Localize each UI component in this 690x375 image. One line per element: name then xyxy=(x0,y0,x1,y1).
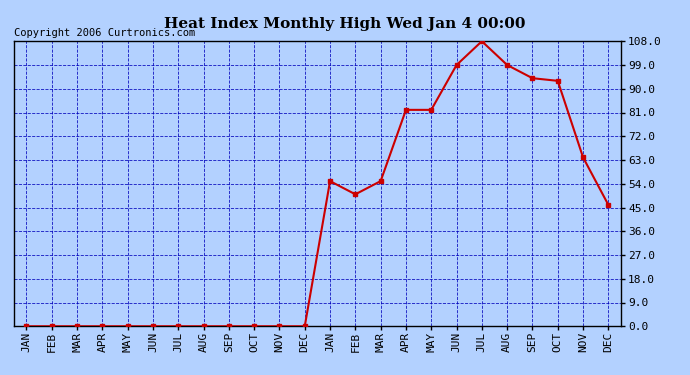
Text: Copyright 2006 Curtronics.com: Copyright 2006 Curtronics.com xyxy=(14,28,195,38)
Text: Heat Index Monthly High Wed Jan 4 00:00: Heat Index Monthly High Wed Jan 4 00:00 xyxy=(164,17,526,31)
